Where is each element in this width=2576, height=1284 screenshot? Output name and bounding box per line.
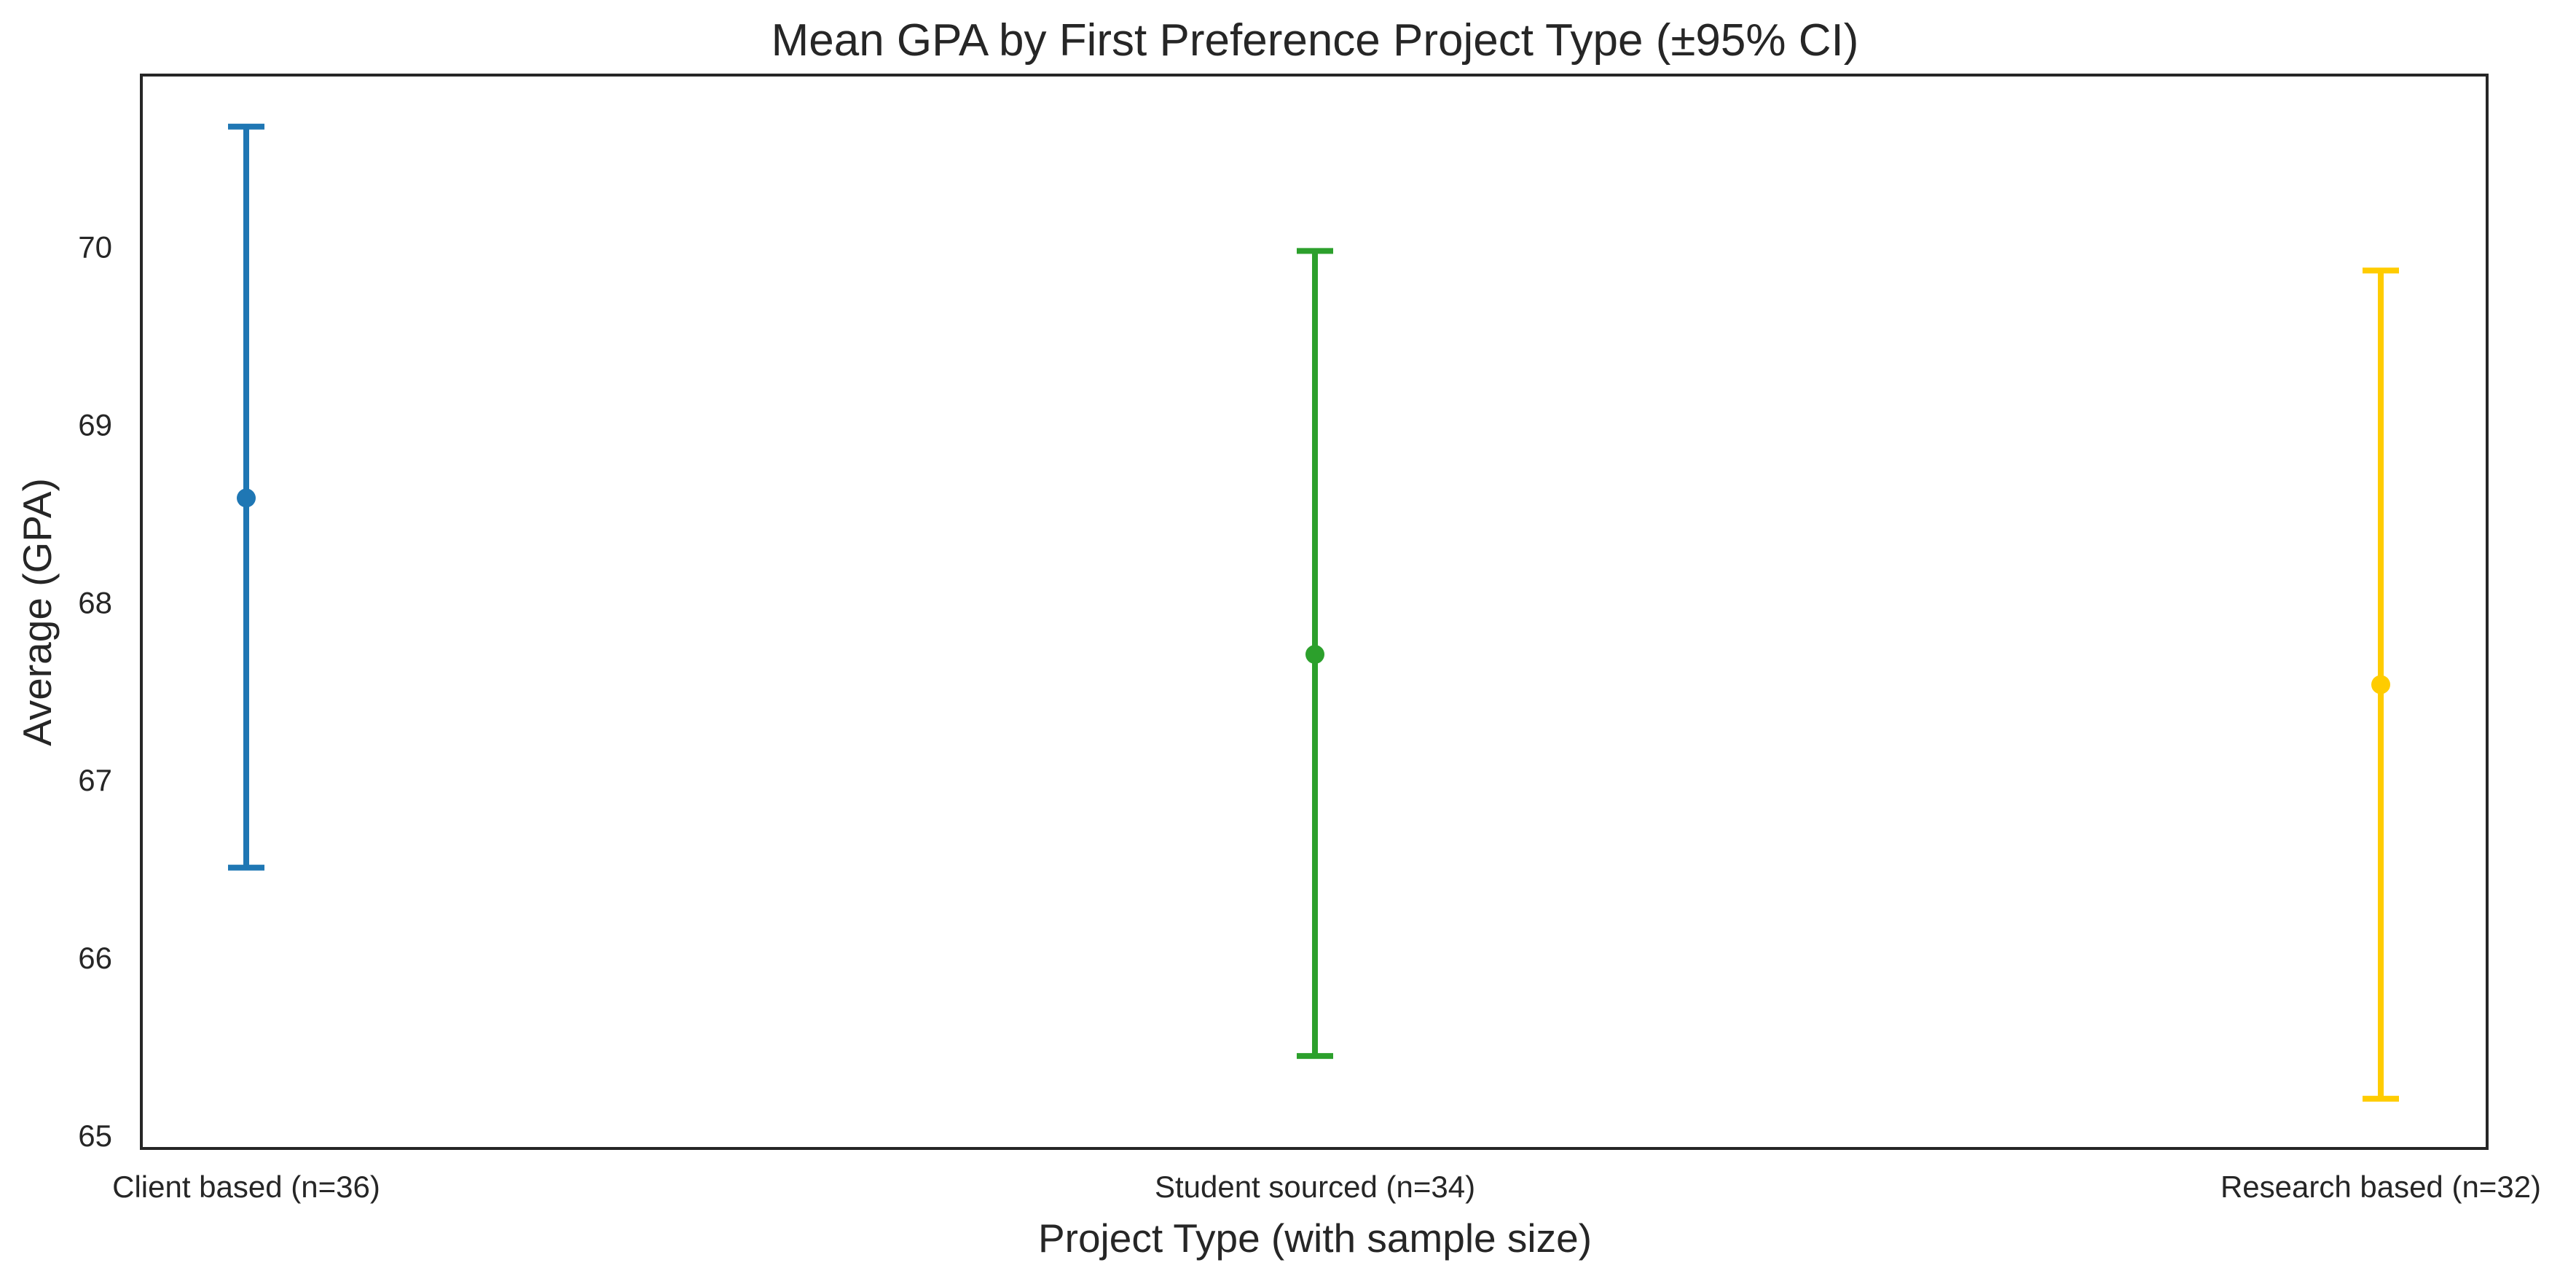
error-bar-marks <box>228 123 2399 1102</box>
y-tick-label: 67 <box>78 763 112 797</box>
x-tick-label: Student sourced (n=34) <box>1155 1170 1475 1204</box>
y-axis-ticks: 65 66 67 68 69 70 <box>78 230 112 1153</box>
y-tick-label: 66 <box>78 941 112 975</box>
chart-title: Mean GPA by First Preference Project Typ… <box>771 15 1859 66</box>
error-bar-group <box>2363 267 2399 1102</box>
y-tick-label: 68 <box>78 585 112 619</box>
mean-point <box>2371 675 2390 694</box>
error-bar-group <box>1297 248 1333 1060</box>
plot-area-frame <box>140 74 2489 1150</box>
x-axis-ticks: Client based (n=36) Student sourced (n=34… <box>112 1170 2541 1204</box>
mean-point <box>1305 645 1324 665</box>
y-tick-label: 65 <box>78 1119 112 1153</box>
y-tick-label: 70 <box>78 230 112 265</box>
x-axis-label: Project Type (with sample size) <box>1038 1216 1592 1261</box>
x-tick-label: Research based (n=32) <box>2220 1170 2541 1204</box>
x-tick-label: Client based (n=36) <box>112 1170 380 1204</box>
y-tick-label: 69 <box>78 407 112 442</box>
y-axis-label: Average (GPA) <box>15 478 60 746</box>
mean-point <box>237 488 256 508</box>
error-bar-group <box>228 123 264 871</box>
